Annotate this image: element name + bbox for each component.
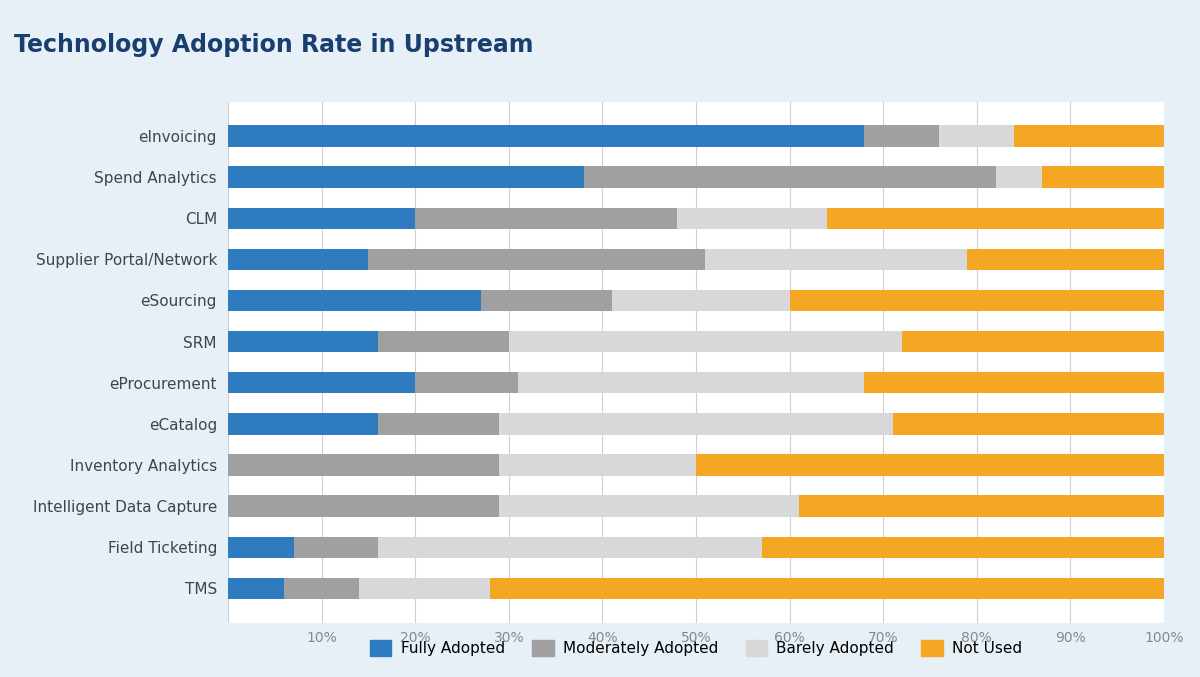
- Bar: [228, 372, 415, 393]
- Bar: [378, 413, 499, 435]
- Bar: [228, 454, 499, 476]
- Bar: [415, 208, 677, 229]
- Bar: [368, 248, 706, 270]
- Bar: [228, 577, 284, 599]
- Bar: [967, 248, 1164, 270]
- Bar: [612, 290, 790, 311]
- Bar: [583, 167, 996, 188]
- Bar: [940, 125, 1014, 147]
- Bar: [284, 577, 359, 599]
- Text: Technology Adoption Rate in Upstream: Technology Adoption Rate in Upstream: [14, 32, 534, 57]
- Bar: [827, 208, 1164, 229]
- Bar: [1043, 167, 1164, 188]
- Bar: [481, 290, 612, 311]
- Bar: [378, 331, 509, 352]
- Bar: [228, 208, 415, 229]
- Legend: Fully Adopted, Moderately Adopted, Barely Adopted, Not Used: Fully Adopted, Moderately Adopted, Barel…: [364, 634, 1028, 663]
- Bar: [359, 577, 490, 599]
- Bar: [902, 331, 1164, 352]
- Bar: [996, 167, 1043, 188]
- Bar: [228, 413, 378, 435]
- Bar: [509, 331, 902, 352]
- Bar: [378, 537, 762, 558]
- Bar: [696, 454, 1164, 476]
- Bar: [499, 454, 696, 476]
- Bar: [518, 372, 864, 393]
- Bar: [228, 331, 378, 352]
- Bar: [499, 496, 799, 517]
- Bar: [228, 167, 583, 188]
- Bar: [790, 290, 1164, 311]
- Bar: [228, 537, 294, 558]
- Bar: [799, 496, 1164, 517]
- Bar: [228, 125, 864, 147]
- Bar: [893, 413, 1164, 435]
- Bar: [415, 372, 518, 393]
- Bar: [499, 413, 893, 435]
- Bar: [294, 537, 378, 558]
- Bar: [706, 248, 967, 270]
- Bar: [228, 290, 481, 311]
- Bar: [864, 125, 940, 147]
- Bar: [1014, 125, 1164, 147]
- Bar: [228, 248, 368, 270]
- Bar: [677, 208, 827, 229]
- Bar: [864, 372, 1164, 393]
- Bar: [762, 537, 1164, 558]
- Bar: [490, 577, 1164, 599]
- Bar: [228, 496, 499, 517]
